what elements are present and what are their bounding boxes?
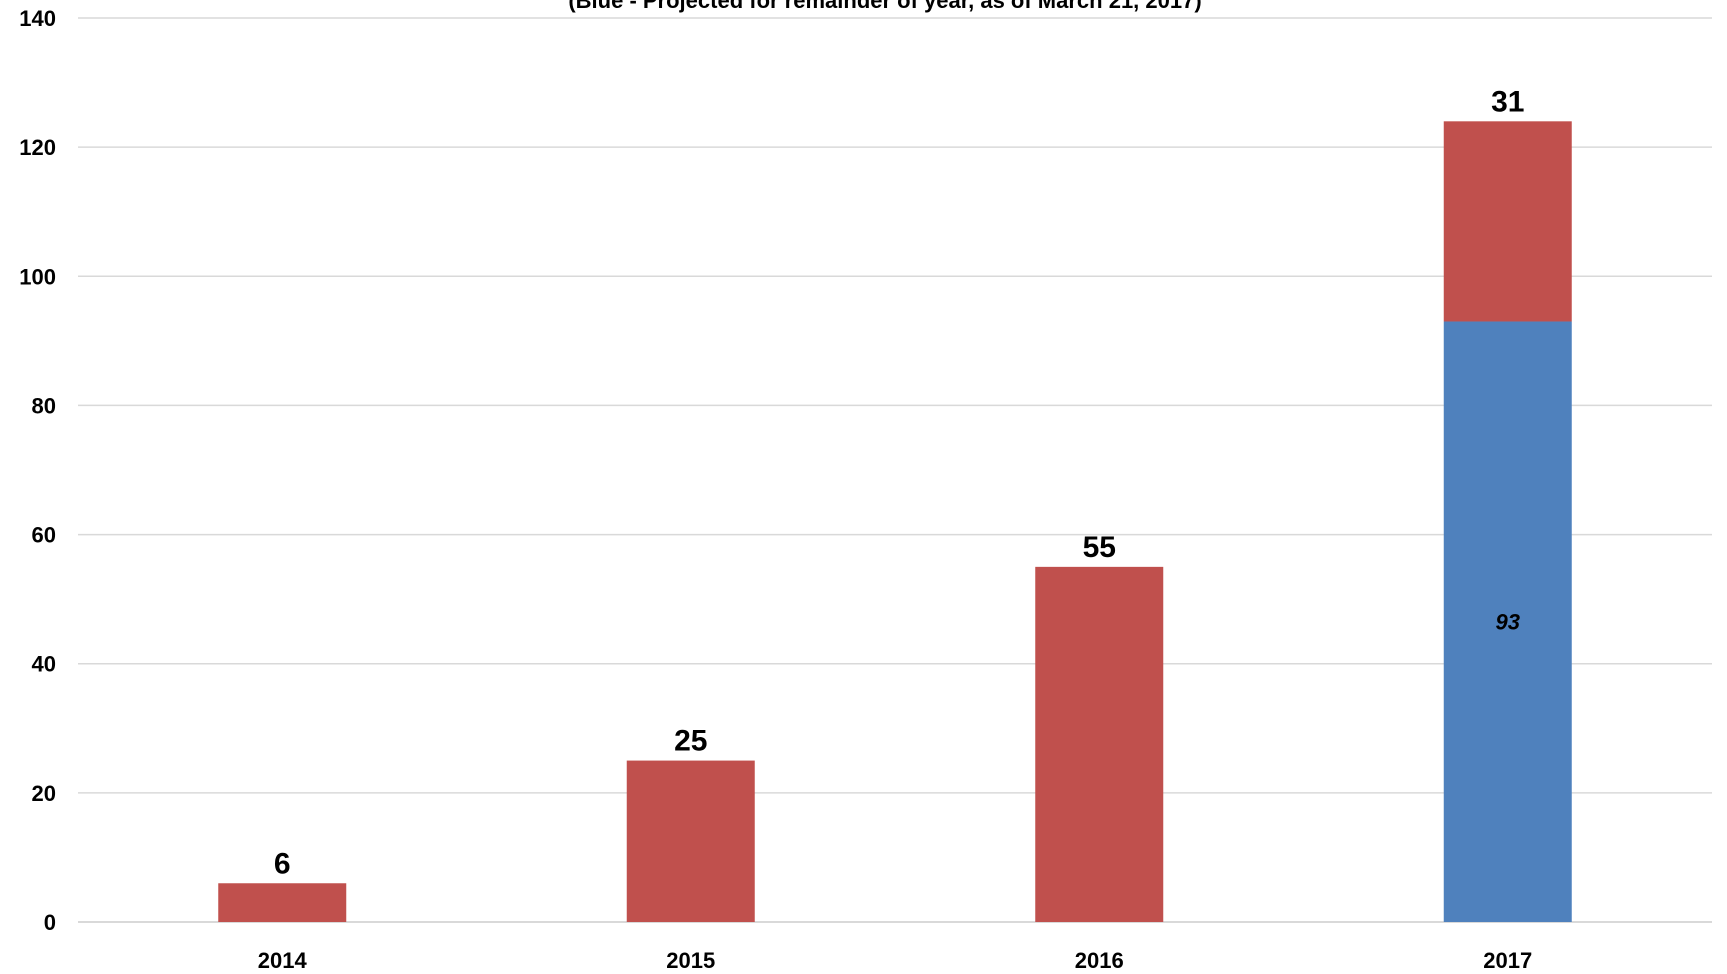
bar-2016-series-1 — [1035, 566, 1164, 922]
y-tick-label: 0 — [44, 910, 56, 935]
y-tick-label: 80 — [32, 393, 56, 418]
x-tick-label: 2014 — [258, 948, 308, 973]
bar-2015-series-1 — [626, 760, 755, 922]
bar-2014-series-1 — [218, 883, 347, 922]
x-axis: 2014 2015 2016 2017 — [258, 948, 1532, 973]
data-label-2016-series-1: 55 — [1083, 531, 1116, 564]
x-tick-label: 2015 — [666, 948, 715, 973]
y-tick-label: 20 — [32, 781, 56, 806]
y-tick-label: 40 — [32, 652, 56, 677]
data-label-2015-series-1: 25 — [674, 725, 707, 758]
data-labels: 6 25 55 93 31 — [274, 85, 1525, 880]
x-tick-label: 2017 — [1483, 948, 1532, 973]
bar-2017-series-0 — [1443, 321, 1572, 922]
chart-subtitle: (Blue - Projected for remainder of year,… — [568, 0, 1201, 13]
y-tick-label: 100 — [19, 264, 56, 289]
x-tick-label: 2016 — [1075, 948, 1124, 973]
y-tick-label: 120 — [19, 135, 56, 160]
y-tick-label: 60 — [32, 523, 56, 548]
bars — [218, 121, 1572, 922]
gridlines — [78, 17, 1712, 923]
bar-2017-series-1 — [1443, 121, 1572, 322]
data-label-2017-series-1: 31 — [1491, 85, 1524, 118]
y-axis: 0 20 40 60 80 100 120 140 — [19, 6, 56, 935]
data-label-2014-series-1: 6 — [274, 847, 291, 880]
data-label-2017-series-0: 93 — [1496, 610, 1520, 635]
y-tick-label: 140 — [19, 6, 56, 31]
